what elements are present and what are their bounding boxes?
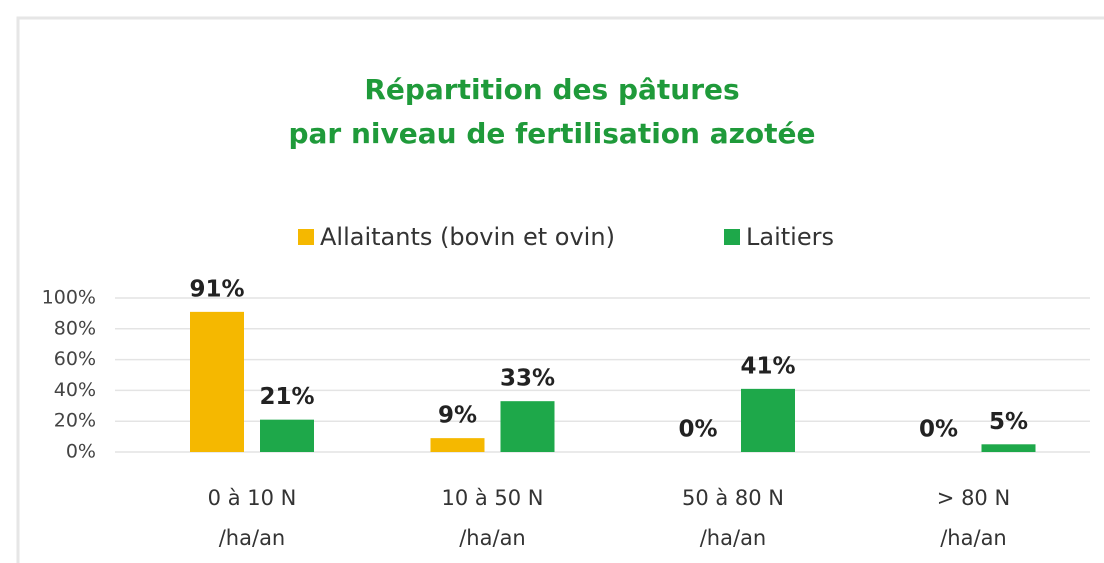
- y-tick-label: 20%: [54, 410, 96, 432]
- frame: [16, 16, 1104, 563]
- data-label: 5%: [989, 409, 1028, 435]
- data-label: 0%: [678, 417, 717, 443]
- legend-label: Laitiers: [746, 223, 834, 251]
- y-tick-label: 100%: [42, 287, 96, 309]
- y-tick-label: 0%: [66, 441, 96, 463]
- y-tick-label: 60%: [54, 348, 96, 370]
- x-tick-label: 0 à 10 N /ha/an: [207, 486, 297, 550]
- data-label: 33%: [500, 366, 555, 392]
- bar: [260, 419, 314, 452]
- x-tick-label: > 80 N /ha/an: [936, 486, 1011, 550]
- data-label: 91%: [189, 276, 244, 302]
- bar: [500, 401, 555, 452]
- y-tick-label: 40%: [54, 379, 96, 401]
- bar: [190, 311, 244, 452]
- bar: [430, 438, 485, 452]
- x-tick-label: 10 à 50 N /ha/an: [441, 486, 544, 550]
- chart-title: Répartition des pâtures par niveau de fe…: [288, 73, 816, 150]
- legend-label: Allaitants (bovin et ovin): [320, 223, 615, 251]
- data-label: 0%: [919, 417, 958, 443]
- bar: [981, 444, 1036, 452]
- data-label: 9%: [438, 403, 477, 429]
- bar: [741, 388, 795, 452]
- legend-swatch: [724, 229, 740, 245]
- legend-swatch: [298, 229, 314, 245]
- x-tick-label: 50 à 80 N /ha/an: [681, 486, 785, 550]
- data-label: 21%: [259, 384, 314, 410]
- y-tick-label: 80%: [54, 317, 96, 339]
- data-label: 41%: [740, 353, 795, 379]
